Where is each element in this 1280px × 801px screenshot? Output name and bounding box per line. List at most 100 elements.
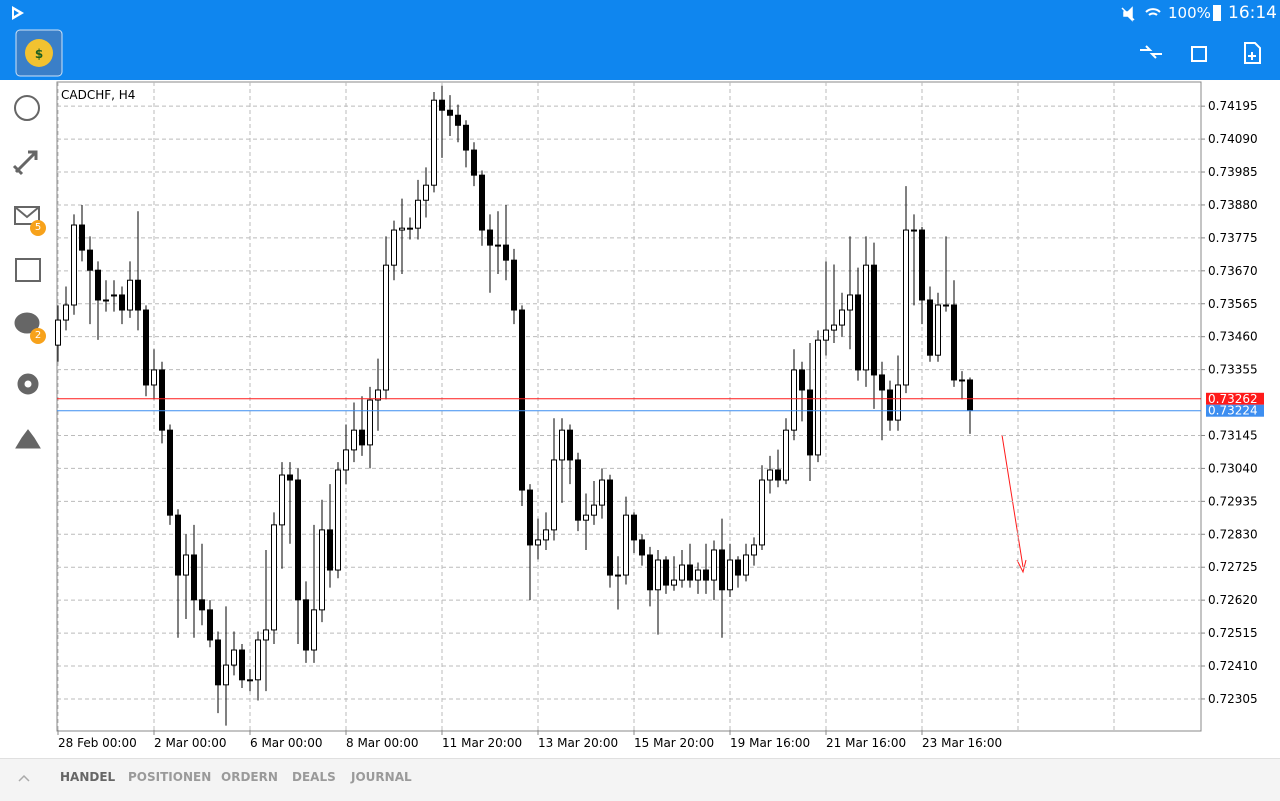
candle-body [943, 304, 949, 307]
candle-body [127, 279, 133, 311]
tab[interactable]: DEALS [292, 770, 336, 784]
candle-body [695, 569, 701, 581]
candle-body [663, 559, 669, 586]
candle-body [375, 389, 381, 401]
candle-body [247, 679, 253, 682]
y-tick-label: 0.73040 [1208, 461, 1258, 475]
tab[interactable]: POSITIONEN [128, 770, 212, 784]
tab[interactable]: HANDEL [60, 770, 116, 784]
candle-body [311, 609, 317, 651]
candle-body [263, 629, 269, 641]
candle-body [463, 124, 469, 151]
community-icon[interactable] [15, 429, 41, 449]
x-tick-label: 6 Mar 00:00 [250, 736, 323, 750]
x-tick-label: 23 Mar 16:00 [922, 736, 1002, 750]
candle-body [839, 309, 845, 326]
candle-body [223, 664, 229, 686]
candle-body [823, 329, 829, 341]
tab-bar: HANDEL POSITIONEN ORDERN DEALS JOURNAL [0, 758, 1280, 801]
candle-body [911, 229, 917, 232]
y-tick-label: 0.73670 [1208, 264, 1258, 278]
candle-body [447, 109, 453, 116]
expand-icon[interactable] [10, 759, 40, 801]
candle-body [367, 399, 373, 446]
x-tick-label: 8 Mar 00:00 [346, 736, 419, 750]
y-tick-label: 0.72305 [1208, 692, 1258, 706]
candle-body [727, 559, 733, 591]
candle-body [959, 379, 965, 382]
candle-body [703, 569, 709, 581]
candle-body [559, 429, 565, 461]
windows-icon[interactable] [1191, 46, 1207, 62]
tab[interactable]: ORDERN [221, 770, 278, 784]
candle-body [95, 269, 101, 301]
candle-body [183, 554, 189, 576]
trade-icon[interactable] [1140, 45, 1162, 59]
candle-body [807, 389, 813, 456]
price-label-bg [1206, 404, 1264, 417]
candle-body [967, 379, 973, 411]
candle-body [287, 474, 293, 481]
x-tick-label: 19 Mar 16:00 [730, 736, 810, 750]
candle-body [239, 649, 245, 681]
candle-body [951, 304, 957, 381]
app-bar: $ 100% 16:14 [0, 0, 1280, 80]
candle-body [279, 474, 285, 526]
candle-body [495, 244, 501, 247]
chart-title: CADCHF, H4 [61, 88, 135, 102]
y-tick-label: 0.72620 [1208, 593, 1258, 607]
battery-icon [1213, 5, 1221, 21]
y-tick-label: 0.73985 [1208, 165, 1258, 179]
chat-icon[interactable] [14, 312, 40, 334]
y-tick-label: 0.73460 [1208, 330, 1258, 344]
candle-body [295, 479, 301, 601]
y-tick-label: 0.74195 [1208, 99, 1258, 113]
account-icon[interactable] [14, 95, 40, 121]
candle-body [815, 339, 821, 456]
candle-body [55, 319, 61, 346]
candle-body [783, 429, 789, 481]
candle-body [575, 459, 581, 521]
candle-body [647, 554, 653, 591]
candle-body [743, 554, 749, 576]
candle-body [383, 264, 389, 391]
candle-body [255, 639, 261, 681]
candle-body [191, 554, 197, 601]
candle-body [327, 529, 333, 571]
y-tick-label: 0.72830 [1208, 527, 1258, 541]
candle-body [847, 294, 853, 311]
candle-body [591, 504, 597, 516]
x-tick-label: 2 Mar 00:00 [154, 736, 227, 750]
candle-body [863, 264, 869, 371]
tab[interactable]: JOURNAL [351, 770, 412, 784]
battery-level: 100% [1168, 4, 1211, 22]
candle-body [103, 299, 109, 302]
y-tick-label: 0.72515 [1208, 626, 1258, 640]
candle-body [687, 564, 693, 581]
candle-body [599, 479, 605, 506]
candle-body [831, 324, 837, 331]
candle-body [879, 374, 885, 391]
mail-badge: 5 [30, 220, 46, 236]
candle-body [751, 544, 757, 556]
trade-icon[interactable] [12, 150, 38, 176]
candle-body [199, 599, 205, 611]
candle-body [679, 564, 685, 581]
new-chart-icon[interactable] [1244, 42, 1261, 64]
sidebar: 5 2 [0, 80, 56, 758]
x-tick-label: 28 Feb 00:00 [58, 736, 137, 750]
candle-body [175, 514, 181, 576]
news-icon[interactable] [15, 258, 41, 282]
candle-body [151, 369, 157, 386]
candle-body [607, 479, 613, 576]
candle-body [215, 639, 221, 686]
x-tick-label: 11 Mar 20:00 [442, 736, 522, 750]
candle-body [543, 529, 549, 541]
y-tick-label: 0.73355 [1208, 363, 1258, 377]
candle-body [631, 514, 637, 541]
candle-body [431, 99, 437, 186]
mail-icon[interactable] [14, 206, 40, 225]
candle-body [159, 369, 165, 431]
candle-body [271, 524, 277, 631]
candle-body [135, 279, 141, 311]
